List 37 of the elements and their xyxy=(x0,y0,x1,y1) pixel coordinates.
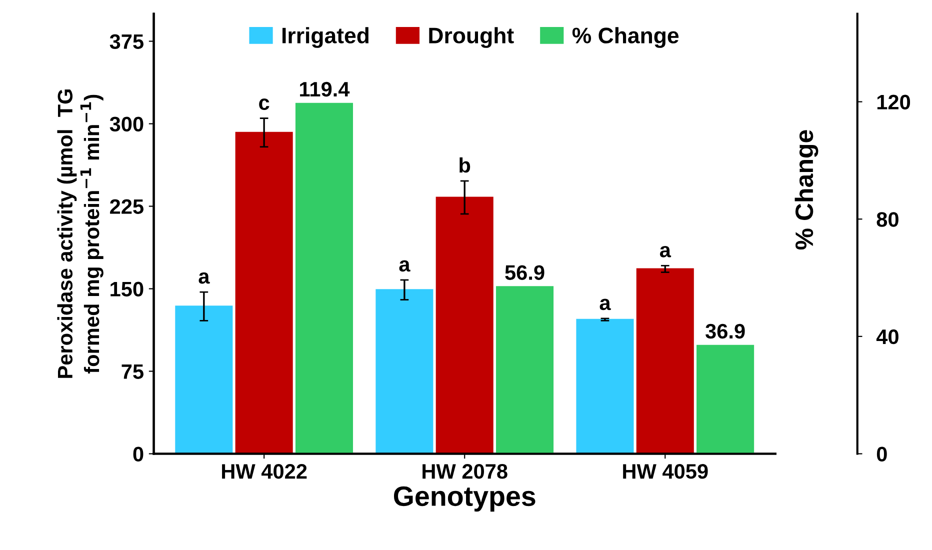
x-axis-title: Genotypes xyxy=(394,486,536,512)
x-tick-label: HW 4059 xyxy=(623,464,708,479)
bar xyxy=(436,196,494,454)
y-tick-label: 375 xyxy=(110,34,144,50)
bar xyxy=(235,132,293,454)
data-label: 119.4 xyxy=(300,82,350,97)
y-tick-label: 300 xyxy=(110,116,144,132)
y-axis-title: Peroxidase activity (µmol TG formed mg protein$^{−1}$ min$^{−1}$) xyxy=(57,90,104,378)
y-tick-label: 0 xyxy=(133,446,144,462)
annotation: a xyxy=(198,272,210,284)
y2-tick-label: 40 xyxy=(876,329,898,344)
annotation: a xyxy=(399,260,410,272)
y2-axis-title: % Change xyxy=(794,130,818,250)
bar xyxy=(376,289,434,454)
annotation: a xyxy=(600,298,611,310)
y-tick-label: 75 xyxy=(122,364,144,380)
data-label: 56.9 xyxy=(505,265,544,280)
annotation: a xyxy=(660,246,672,258)
legend-label: Drought xyxy=(429,27,514,48)
x-tick-label: HW 4022 xyxy=(222,464,307,479)
bar xyxy=(175,306,233,454)
legend-label: % Change xyxy=(572,27,679,48)
bar xyxy=(576,318,634,454)
data-label: 36.9 xyxy=(706,324,745,339)
bar xyxy=(636,268,694,454)
x-tick-label: HW 2078 xyxy=(422,464,508,479)
bar xyxy=(696,344,754,454)
y2-tick-label: 0 xyxy=(876,446,887,462)
y2-tick-label: 120 xyxy=(877,94,910,110)
annotation: c xyxy=(259,98,270,110)
y2-tick-label: 80 xyxy=(876,212,898,227)
legend-label: Irrigated xyxy=(282,27,368,48)
y-tick-label: 150 xyxy=(110,282,144,297)
y-tick-label: 225 xyxy=(110,199,144,214)
annotation: b xyxy=(460,157,470,173)
bar xyxy=(496,286,554,454)
bar xyxy=(295,102,353,454)
